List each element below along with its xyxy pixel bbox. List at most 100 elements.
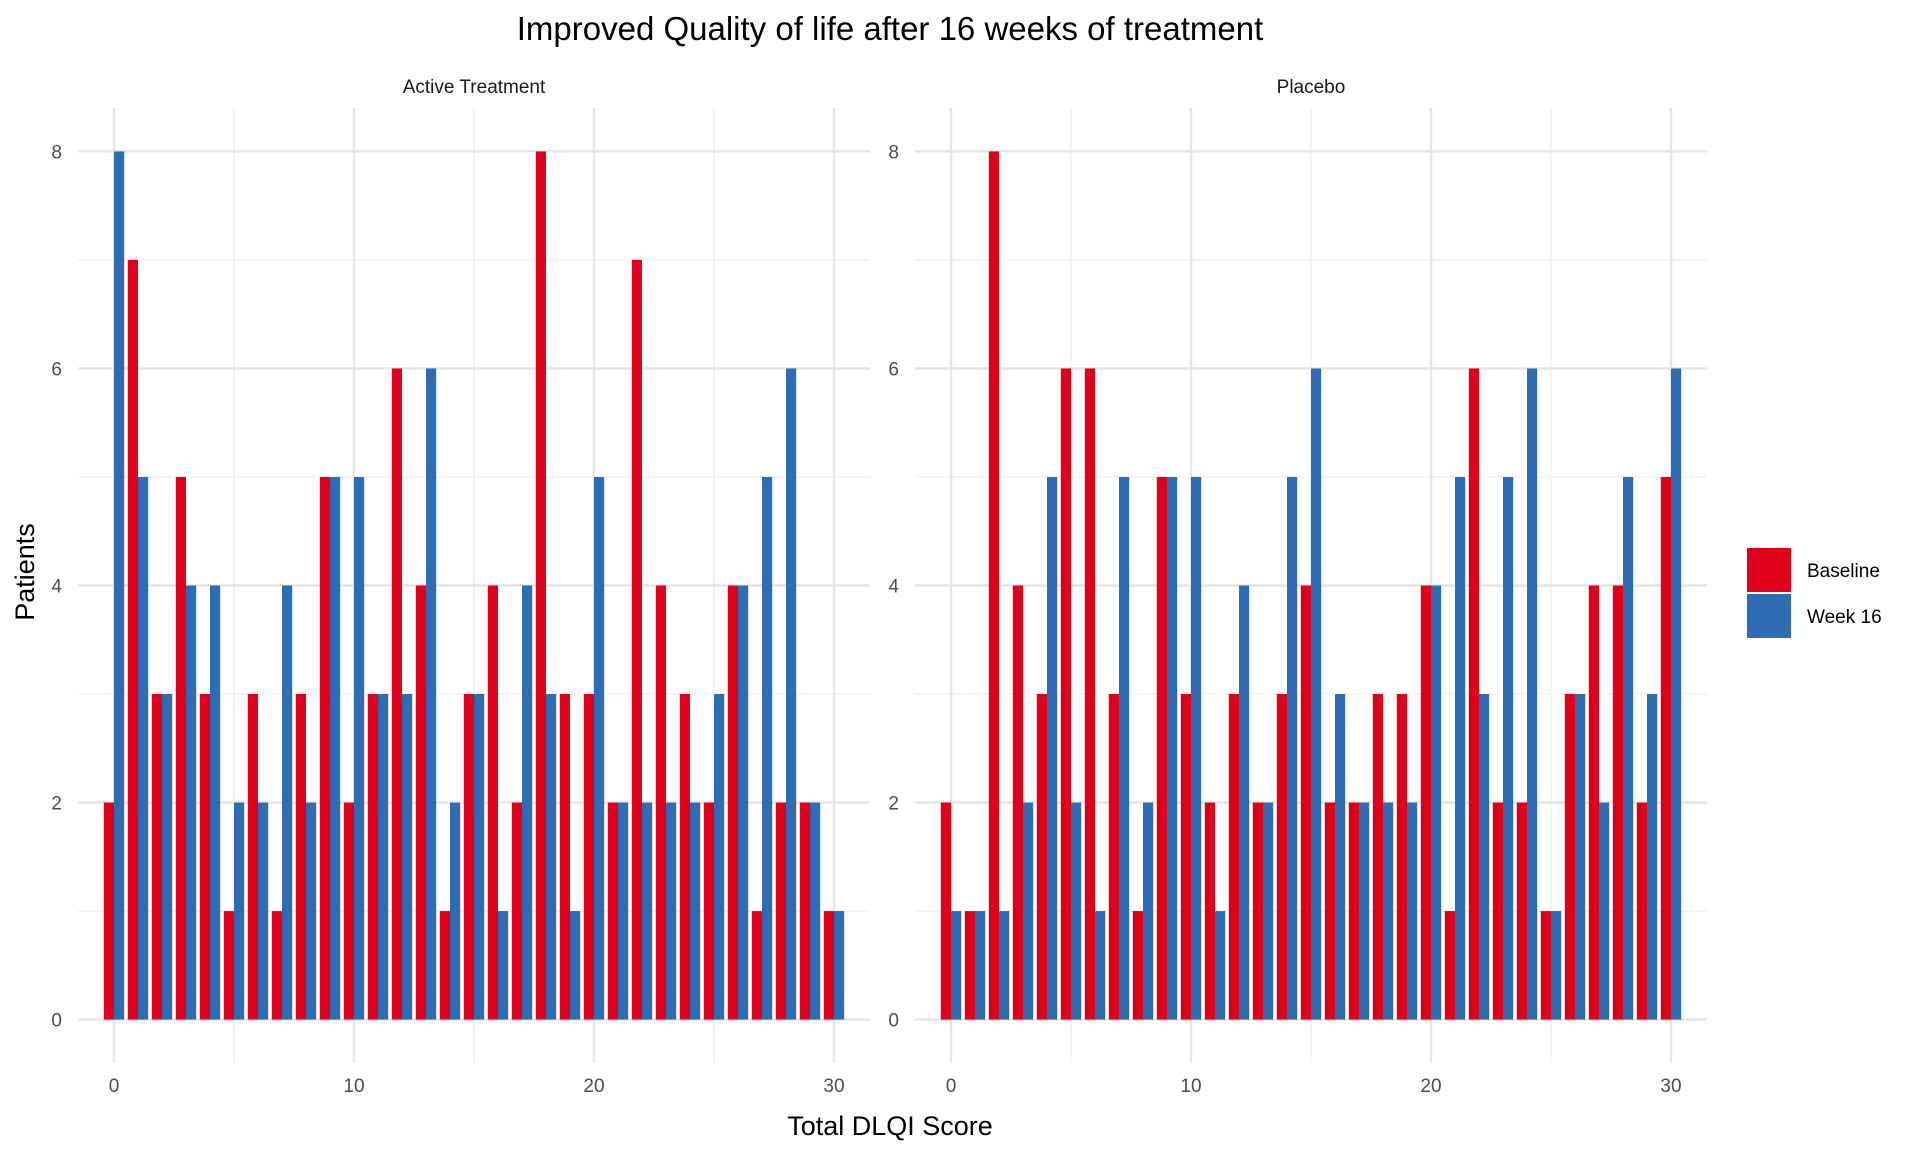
bar-week16 xyxy=(162,694,173,1020)
bar-baseline xyxy=(199,694,210,1020)
bar-week16 xyxy=(426,368,437,1020)
x-tick-label: 0 xyxy=(946,1076,957,1097)
bar-baseline xyxy=(1492,802,1503,1020)
bar-baseline xyxy=(415,585,426,1020)
bar-baseline xyxy=(463,694,474,1020)
bar-baseline xyxy=(751,911,762,1020)
bar-week16 xyxy=(570,911,581,1020)
bar-week16 xyxy=(1215,911,1226,1020)
bar-baseline xyxy=(391,368,402,1020)
bar-baseline xyxy=(1636,802,1647,1020)
bar-week16 xyxy=(474,694,485,1020)
bar-week16 xyxy=(666,802,677,1020)
bar-week16 xyxy=(1479,694,1490,1020)
bar-week16 xyxy=(1095,911,1106,1020)
bar-baseline xyxy=(1036,694,1047,1020)
bar-week16 xyxy=(186,585,197,1020)
bar-week16 xyxy=(450,802,461,1020)
legend-key-week16 xyxy=(1747,594,1791,638)
bar-week16 xyxy=(1263,802,1274,1020)
bar-baseline xyxy=(1204,802,1215,1020)
bar-baseline xyxy=(151,694,162,1020)
bar-week16 xyxy=(282,585,293,1020)
bar-week16 xyxy=(762,476,773,1020)
facet-panel: Placebo 0 10 20 30 0 2 4 6 8 xyxy=(888,77,1707,1097)
x-tick-label: 30 xyxy=(1660,1076,1681,1097)
bar-baseline xyxy=(127,259,138,1020)
bar-week16 xyxy=(1311,368,1322,1020)
bar-week16 xyxy=(1335,694,1346,1020)
y-tick-label: 4 xyxy=(51,577,62,598)
facet-panel: Active Treatment 0 10 20 30 0 2 4 6 8 xyxy=(51,77,870,1097)
bar-week16 xyxy=(138,476,149,1020)
bar-week16 xyxy=(1239,585,1250,1020)
bar-baseline xyxy=(1420,585,1431,1020)
x-tick-label: 20 xyxy=(583,1076,604,1097)
bar-baseline xyxy=(1324,802,1335,1020)
bar-week16 xyxy=(1431,585,1442,1020)
bar-baseline xyxy=(1156,476,1167,1020)
bar-week16 xyxy=(1407,802,1418,1020)
bar-week16 xyxy=(114,151,125,1020)
y-tick-label: 0 xyxy=(51,1011,62,1032)
bar-baseline xyxy=(1276,694,1287,1020)
bar-baseline xyxy=(1300,585,1311,1020)
bar-baseline xyxy=(988,151,999,1020)
bar-week16 xyxy=(258,802,269,1020)
bar-baseline xyxy=(319,476,330,1020)
bar-week16 xyxy=(690,802,701,1020)
bar-baseline xyxy=(1588,585,1599,1020)
bar-week16 xyxy=(738,585,749,1020)
bar-week16 xyxy=(1071,802,1082,1020)
y-tick-label: 8 xyxy=(888,142,899,163)
bar-baseline xyxy=(1084,368,1095,1020)
bar-baseline xyxy=(1444,911,1455,1020)
bar-week16 xyxy=(402,694,413,1020)
y-axis-title: Patients xyxy=(10,523,40,621)
bar-week16 xyxy=(618,802,629,1020)
bar-week16 xyxy=(1599,802,1610,1020)
y-tick-label: 6 xyxy=(51,359,62,380)
bar-baseline xyxy=(1060,368,1071,1020)
bar-week16 xyxy=(1191,476,1202,1020)
bar-baseline xyxy=(1540,911,1551,1020)
bar-week16 xyxy=(1023,802,1034,1020)
x-tick-label: 10 xyxy=(343,1076,364,1097)
bar-week16 xyxy=(1671,368,1682,1020)
bar-baseline xyxy=(271,911,282,1020)
facet-strip-label: Active Treatment xyxy=(403,77,546,98)
bar-baseline xyxy=(964,911,975,1020)
bar-baseline xyxy=(607,802,618,1020)
y-tick-label: 2 xyxy=(888,794,899,815)
bar-week16 xyxy=(642,802,653,1020)
bar-baseline xyxy=(1468,368,1479,1020)
bar-baseline xyxy=(703,802,714,1020)
bar-week16 xyxy=(1287,476,1298,1020)
legend-label: Baseline xyxy=(1807,561,1880,582)
bar-week16 xyxy=(810,802,821,1020)
bar-week16 xyxy=(1647,694,1658,1020)
bar-week16 xyxy=(1527,368,1538,1020)
bar-baseline xyxy=(559,694,570,1020)
bar-week16 xyxy=(378,694,389,1020)
bar-baseline xyxy=(1108,694,1119,1020)
bar-week16 xyxy=(1503,476,1514,1020)
bar-baseline xyxy=(1516,802,1527,1020)
bar-week16 xyxy=(210,585,221,1020)
y-tick-label: 4 xyxy=(888,577,899,598)
bar-baseline xyxy=(535,151,546,1020)
bar-week16 xyxy=(1551,911,1562,1020)
bar-week16 xyxy=(951,911,962,1020)
bar-week16 xyxy=(522,585,533,1020)
y-tick-label: 0 xyxy=(888,1011,899,1032)
bar-baseline xyxy=(1012,585,1023,1020)
bar-baseline xyxy=(727,585,738,1020)
x-tick-label: 30 xyxy=(823,1076,844,1097)
legend-label: Week 16 xyxy=(1807,607,1882,628)
x-tick-label: 10 xyxy=(1180,1076,1201,1097)
chart-title: Improved Quality of life after 16 weeks … xyxy=(517,10,1264,47)
bar-baseline xyxy=(247,694,258,1020)
legend-key-baseline xyxy=(1747,548,1791,592)
